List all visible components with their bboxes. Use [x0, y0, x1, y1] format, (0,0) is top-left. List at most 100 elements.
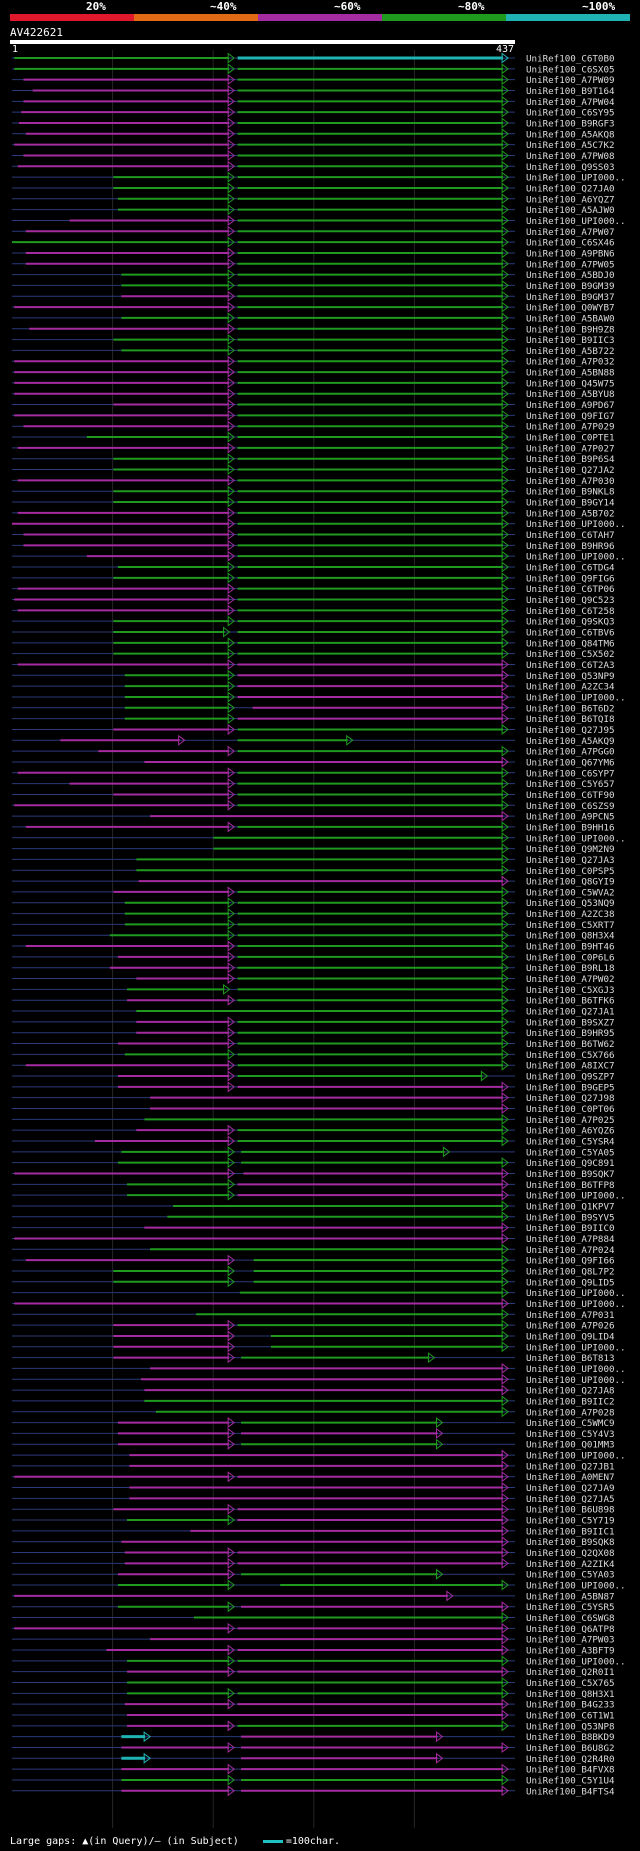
segment-end-arrow [501, 1016, 509, 1028]
hit-row: UniRef100_C5X765 [12, 1677, 615, 1689]
hit-label: UniRef100_Q84TM6 [526, 638, 615, 649]
hit-label: UniRef100_Q0WYB7 [526, 303, 615, 314]
hit-label: UniRef100_Q27JA0 [526, 183, 615, 194]
hit-row: UniRef100_A5BAW0 [12, 312, 615, 324]
segment-end-arrow [227, 539, 235, 551]
hit-row: UniRef100_B9RGF3 [12, 117, 615, 129]
segment-end-arrow [227, 52, 235, 64]
hit-label: UniRef100_Q53NP9 [526, 671, 615, 682]
segment-end-arrow [501, 1503, 509, 1515]
segment-end-arrow [501, 139, 509, 151]
hit-label: UniRef100_B9RL18 [526, 963, 615, 974]
segment-end-arrow [501, 1774, 509, 1786]
hit-label: UniRef100_C5WVA2 [526, 887, 615, 898]
hit-row: UniRef100_C6SY95 [12, 106, 615, 119]
hit-row: UniRef100_Q27JA1 [12, 1005, 615, 1018]
segment-end-arrow [501, 52, 509, 64]
hit-row: UniRef100_A7PW05 [12, 258, 615, 270]
hit-label: UniRef100_Q27J98 [526, 1093, 615, 1104]
segment-end-arrow [227, 182, 235, 194]
segment-end-arrow [501, 1785, 509, 1797]
segment-end-arrow [227, 723, 235, 735]
segment-end-arrow [227, 713, 235, 725]
segment-end-arrow [501, 1373, 509, 1385]
hit-label: UniRef100_A7P024 [526, 1245, 615, 1256]
segment-end-arrow [501, 1514, 509, 1526]
hit-label: UniRef100_B4FTS4 [526, 1786, 615, 1797]
segment-end-arrow [501, 843, 509, 855]
hit-row: UniRef100_Q27JA5 [12, 1492, 615, 1505]
hit-label: UniRef100_B4FVX8 [526, 1765, 615, 1776]
segment-end-arrow [227, 366, 235, 378]
hit-label: UniRef100_C5Y719 [526, 1516, 615, 1527]
hit-label: UniRef100_A8IXC7 [526, 1061, 615, 1072]
segment-end-arrow [501, 1113, 509, 1125]
hit-label: UniRef100_Q27JA8 [526, 1386, 615, 1397]
segment-end-arrow [501, 529, 509, 541]
segment-end-arrow [227, 84, 235, 96]
hit-label: UniRef100_A7PW09 [526, 75, 615, 86]
hit-label: UniRef100_B6TW62 [526, 1039, 615, 1050]
segment-end-arrow [227, 453, 235, 465]
segment-end-arrow [501, 269, 509, 281]
segment-end-arrow [227, 1741, 235, 1753]
segment-end-arrow [501, 853, 509, 865]
hit-label: UniRef100_B9SXZ7 [526, 1017, 615, 1028]
segment-end-arrow [501, 1482, 509, 1494]
segment-end-arrow [227, 1427, 235, 1439]
hit-label: UniRef100_A7PGG0 [526, 747, 615, 758]
segment-end-arrow [227, 204, 235, 216]
segment-end-arrow [227, 1048, 235, 1060]
segment-end-arrow [227, 940, 235, 952]
segment-end-arrow [501, 323, 509, 335]
segment-end-arrow [501, 236, 509, 248]
segment-end-arrow [501, 225, 509, 237]
segment-end-arrow [501, 117, 509, 129]
hit-row: UniRef100_B9RL18 [12, 962, 615, 974]
segment-end-arrow [227, 1720, 235, 1732]
segment-end-arrow [227, 63, 235, 75]
segment-end-arrow [227, 929, 235, 941]
segment-end-arrow [227, 95, 235, 107]
hit-label: UniRef100_A7P030 [526, 476, 615, 487]
segment-end-arrow [501, 886, 509, 898]
hit-row: UniRef100_C6SWG8 [12, 1612, 615, 1624]
segment-end-arrow [501, 366, 509, 378]
hit-row: UniRef100_A7PW08 [12, 149, 615, 162]
hit-label: UniRef100_A7P031 [526, 1310, 615, 1321]
segment-end-arrow [501, 702, 509, 714]
segment-end-arrow [227, 171, 235, 183]
segment-end-arrow [501, 561, 509, 573]
segment-end-arrow [501, 1330, 509, 1342]
segment-end-arrow [501, 409, 509, 421]
segment-end-arrow [501, 464, 509, 476]
segment-end-arrow [501, 485, 509, 497]
hit-label: UniRef100_B9HH16 [526, 822, 615, 833]
hit-row: UniRef100_C5YSR5 [12, 1601, 615, 1613]
hit-label: UniRef100_B9HR95 [526, 1028, 615, 1039]
hit-label: UniRef100_C6TAH7 [526, 530, 615, 541]
segment-end-arrow [227, 1319, 235, 1331]
hit-row: UniRef100_C5XGJ3 [12, 983, 615, 996]
hit-row: UniRef100_A7P884 [12, 1232, 615, 1245]
hit-label: UniRef100_A7PW04 [526, 97, 615, 108]
hit-label: UniRef100_A5AKQ9 [526, 736, 615, 747]
segment-end-arrow [446, 1590, 454, 1602]
hit-label: UniRef100_C6TDG4 [526, 563, 615, 574]
hit-row: UniRef100_Q45W75 [12, 377, 615, 389]
segment-end-arrow [227, 399, 235, 411]
hit-row: UniRef100_Q9FI66 [12, 1254, 615, 1267]
segment-end-arrow [501, 1720, 509, 1732]
hit-label: UniRef100_B9IIC2 [526, 1396, 615, 1407]
hit-label: UniRef100_B4G233 [526, 1700, 615, 1711]
hit-label: UniRef100_B6TFP8 [526, 1180, 615, 1191]
segment-end-arrow [501, 1092, 509, 1104]
hit-label: UniRef100_A7PW02 [526, 974, 615, 985]
hit-label: UniRef100_B9NKL8 [526, 487, 615, 498]
hit-label: UniRef100_C6SX05 [526, 64, 615, 75]
segment-end-arrow [501, 1276, 509, 1288]
hit-row: UniRef100_UPI000.. [12, 1449, 626, 1462]
hit-row: UniRef100_A9PCN5 [12, 810, 615, 823]
segment-end-arrow [227, 464, 235, 476]
segment-end-arrow [501, 745, 509, 757]
